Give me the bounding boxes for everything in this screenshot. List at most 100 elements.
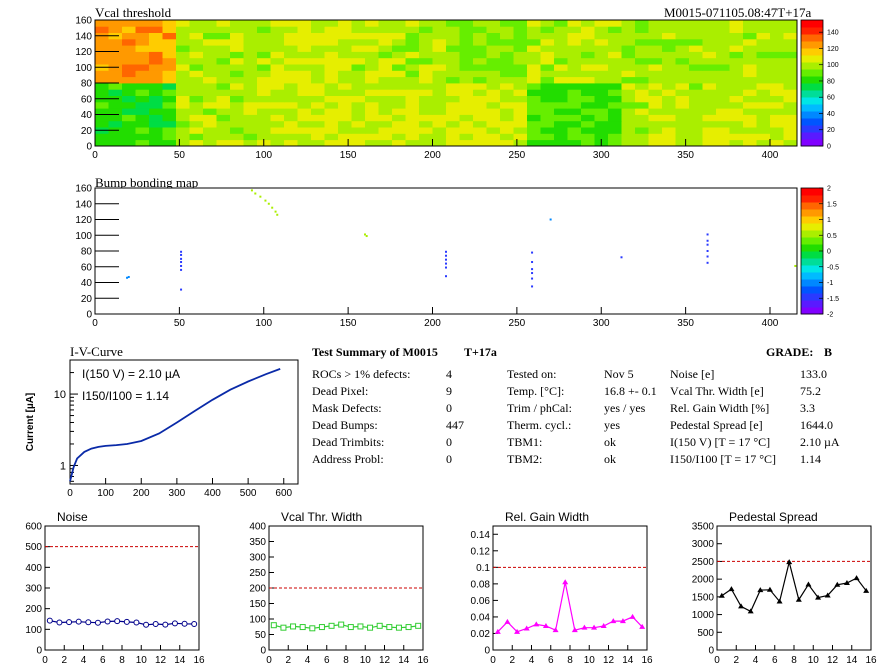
vcal-cell <box>297 20 312 27</box>
pedestal-y-tick-label: 3500 <box>692 522 715 533</box>
vcal-cell <box>473 127 487 134</box>
vcal-cell <box>446 133 460 141</box>
vcal-cell <box>459 51 474 59</box>
vcal-cell <box>405 38 420 46</box>
vcal-cell <box>135 114 150 122</box>
vcal-cell <box>446 127 460 134</box>
vcal-cell <box>203 108 217 115</box>
vcal-cell <box>581 120 595 128</box>
vcal-cell <box>743 20 757 27</box>
vcal-cell <box>689 139 703 147</box>
vcal-cell <box>729 76 744 84</box>
vcal-cell <box>513 26 528 33</box>
vcal-cell <box>216 101 231 109</box>
vcal-x-tick-label: 100 <box>255 150 272 161</box>
vcal-cell <box>446 20 460 27</box>
vcal-cell <box>648 32 663 40</box>
vcal-cell <box>203 38 217 46</box>
vcal-cell <box>149 51 163 59</box>
vcal-cell <box>257 26 271 33</box>
vcal-cell <box>702 20 717 27</box>
vcal-cell <box>513 139 528 147</box>
vcal-cell <box>392 64 406 71</box>
vcal-cell <box>122 57 136 65</box>
vcal-cell <box>675 139 690 147</box>
vcal-cell <box>419 51 433 59</box>
vcal-cell <box>756 26 771 33</box>
vcal-cell <box>662 51 676 59</box>
vcal-cell <box>419 95 433 103</box>
vcal-cell <box>284 76 298 84</box>
bump-colorbar-swatch <box>801 293 823 301</box>
vcal-cell <box>594 101 609 109</box>
pedestal-y-tick-label: 3000 <box>692 539 715 550</box>
vcal-cell <box>203 101 217 109</box>
vcal-cell <box>554 57 568 65</box>
vcal-cell <box>189 83 204 90</box>
vcal-cell <box>257 101 271 109</box>
vcal-cell <box>149 64 163 71</box>
vcal-colorbar-swatch <box>801 55 823 63</box>
vcal-cell <box>648 127 663 134</box>
bump-y-tick-label: 140 <box>75 199 92 210</box>
vcal-cell <box>648 83 663 90</box>
vcal-cell <box>189 101 204 109</box>
vcal-cell <box>392 32 406 40</box>
vcal-cell <box>500 57 514 65</box>
vcal-cell <box>270 83 285 90</box>
vcal-cell <box>621 32 636 40</box>
vcal-cell <box>446 51 460 59</box>
vcal-cell <box>662 95 676 103</box>
vcal-cell <box>473 38 487 46</box>
bump-colorbar-tick-label: -0.5 <box>827 264 839 271</box>
vcal-cell <box>176 120 190 128</box>
vcal-cell <box>162 45 177 52</box>
bump-point <box>180 261 183 264</box>
vcal-cell <box>594 70 609 78</box>
vcal-cell <box>135 76 150 84</box>
vcal-cell <box>216 83 231 90</box>
vcal-width-y-tick-label: 200 <box>249 584 266 595</box>
vcal-cell <box>135 127 150 134</box>
vcal-cell <box>135 51 150 59</box>
vcal-cell <box>324 95 339 103</box>
vcal-cell <box>297 139 312 147</box>
vcal-cell <box>783 20 798 27</box>
pedestal-y-tick-label: 1500 <box>692 592 715 603</box>
gain-width-y-tick-label: 0 <box>484 646 490 657</box>
vcal-cell <box>243 20 258 27</box>
vcal-cell <box>743 57 757 65</box>
vcal-cell <box>473 83 487 90</box>
vcal-cell <box>756 20 771 27</box>
vcal-cell <box>162 108 177 115</box>
vcal-cell <box>189 139 204 147</box>
vcal-cell <box>675 38 690 46</box>
vcal-cell <box>608 64 622 71</box>
bump-x-tick-label: 150 <box>340 318 357 329</box>
vcal-cell <box>756 139 771 147</box>
vcal-cell <box>189 32 204 40</box>
vcal-width-y-tick-label: 0 <box>260 646 266 657</box>
iv-y-tick-label: 1 <box>60 460 66 472</box>
vcal-y-tick-label: 120 <box>75 47 92 58</box>
vcal-cell <box>702 76 717 84</box>
vcal-cell <box>567 108 582 115</box>
vcal-cell <box>527 76 541 84</box>
vcal-cell <box>324 38 339 46</box>
vcal-cell <box>162 114 177 122</box>
vcal-cell <box>486 133 501 141</box>
vcal-cell <box>621 133 636 141</box>
vcal-cell <box>284 51 298 59</box>
vcal-width-x-tick-label: 12 <box>379 655 391 666</box>
vcal-cell <box>324 83 339 90</box>
vcal-cell <box>716 32 730 40</box>
vcal-cell <box>338 127 352 134</box>
vcal-cell <box>540 38 555 46</box>
vcal-cell <box>243 120 258 128</box>
summary-col1-label: Mask Defects: <box>312 401 382 415</box>
vcal-cell <box>297 45 312 52</box>
vcal-cell <box>338 83 352 90</box>
vcal-cell <box>216 26 231 33</box>
vcal-cell <box>702 120 717 128</box>
vcal-cell <box>108 83 123 90</box>
